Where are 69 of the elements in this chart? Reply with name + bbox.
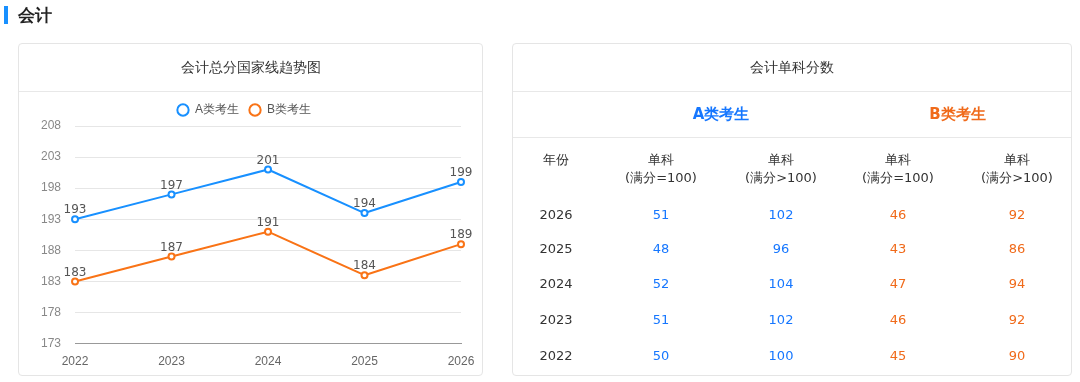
data-label: 193 — [63, 202, 87, 217]
data-label: 48 — [652, 240, 670, 258]
data-label: 100 — [768, 347, 794, 365]
legend-label: B类考生 — [267, 102, 312, 117]
data-label: 191 — [256, 214, 280, 229]
x-tick-label: 单科 (满分>100) — [745, 151, 817, 187]
data-label: 189 — [449, 227, 473, 242]
y-tick-label: 183 — [40, 273, 62, 288]
chart-title: 会计总分国家线趋势图 — [19, 44, 482, 92]
legend-label: A类考生 — [195, 102, 240, 117]
x-tick-label: 2022 — [61, 354, 89, 369]
x-tick-label: 2025 — [351, 354, 379, 369]
data-label: 51 — [652, 311, 670, 329]
y-tick-label: 203 — [40, 149, 62, 164]
point — [264, 227, 273, 236]
chart-subtitle: 会计 — [18, 3, 52, 27]
data-label: 102 — [768, 206, 794, 224]
data-label: 104 — [768, 275, 794, 293]
x-tick-label: 单科 (满分>100) — [981, 151, 1053, 187]
data-label: 86 — [1008, 240, 1026, 258]
point — [167, 190, 176, 199]
data-label: 52 — [652, 275, 670, 293]
y-tick-label: 2026 — [539, 206, 573, 224]
x-tick-label: 单科 (满分=100) — [625, 151, 697, 187]
y-tick-label: 2025 — [539, 240, 573, 258]
point — [71, 277, 80, 286]
data-label: 94 — [1008, 275, 1026, 293]
point — [264, 165, 273, 174]
data-label: 194 — [353, 196, 376, 211]
chart-title: 会计单科分数 — [513, 44, 1071, 92]
data-label: 183 — [63, 264, 87, 279]
data-label: 50 — [652, 347, 670, 365]
data-label: 102 — [768, 311, 794, 329]
point — [360, 209, 369, 218]
data-label: 187 — [160, 239, 183, 254]
point — [71, 215, 80, 224]
data-label: 197 — [160, 177, 183, 192]
y-axis-title: 年份 — [543, 151, 569, 169]
text: B类考生 — [929, 105, 986, 123]
data-label: 96 — [772, 240, 790, 258]
data-label: 43 — [889, 240, 907, 258]
y-tick-label: 188 — [40, 242, 62, 257]
point — [360, 271, 369, 280]
x-tick-label: 2024 — [254, 354, 282, 369]
text: A类考生 — [692, 105, 750, 123]
y-tick-label: 178 — [40, 304, 62, 319]
point — [457, 240, 465, 249]
point — [167, 252, 176, 261]
data-label: 90 — [1008, 347, 1026, 365]
y-tick-label: 208 — [40, 118, 62, 133]
data-label: 184 — [353, 258, 376, 273]
data-label: 92 — [1008, 206, 1026, 224]
point — [457, 177, 465, 186]
x-tick-label: 单科 (满分=100) — [862, 151, 934, 187]
y-tick-label: 2024 — [539, 275, 573, 293]
x-tick-label: 2023 — [158, 354, 186, 369]
data-label: 47 — [889, 275, 907, 293]
data-label: 46 — [889, 206, 907, 224]
data-label: 45 — [889, 347, 907, 365]
x-tick-label: 2026 — [447, 354, 475, 369]
y-tick-label: 198 — [40, 180, 62, 195]
data-label: 46 — [889, 311, 907, 329]
data-label: 92 — [1008, 311, 1026, 329]
y-tick-label: 193 — [40, 211, 62, 226]
y-tick-label: 2023 — [539, 311, 573, 329]
y-tick-label: 173 — [40, 335, 62, 350]
data-label: 199 — [449, 165, 473, 180]
data-label: 51 — [652, 206, 670, 224]
data-label: 201 — [256, 152, 280, 167]
